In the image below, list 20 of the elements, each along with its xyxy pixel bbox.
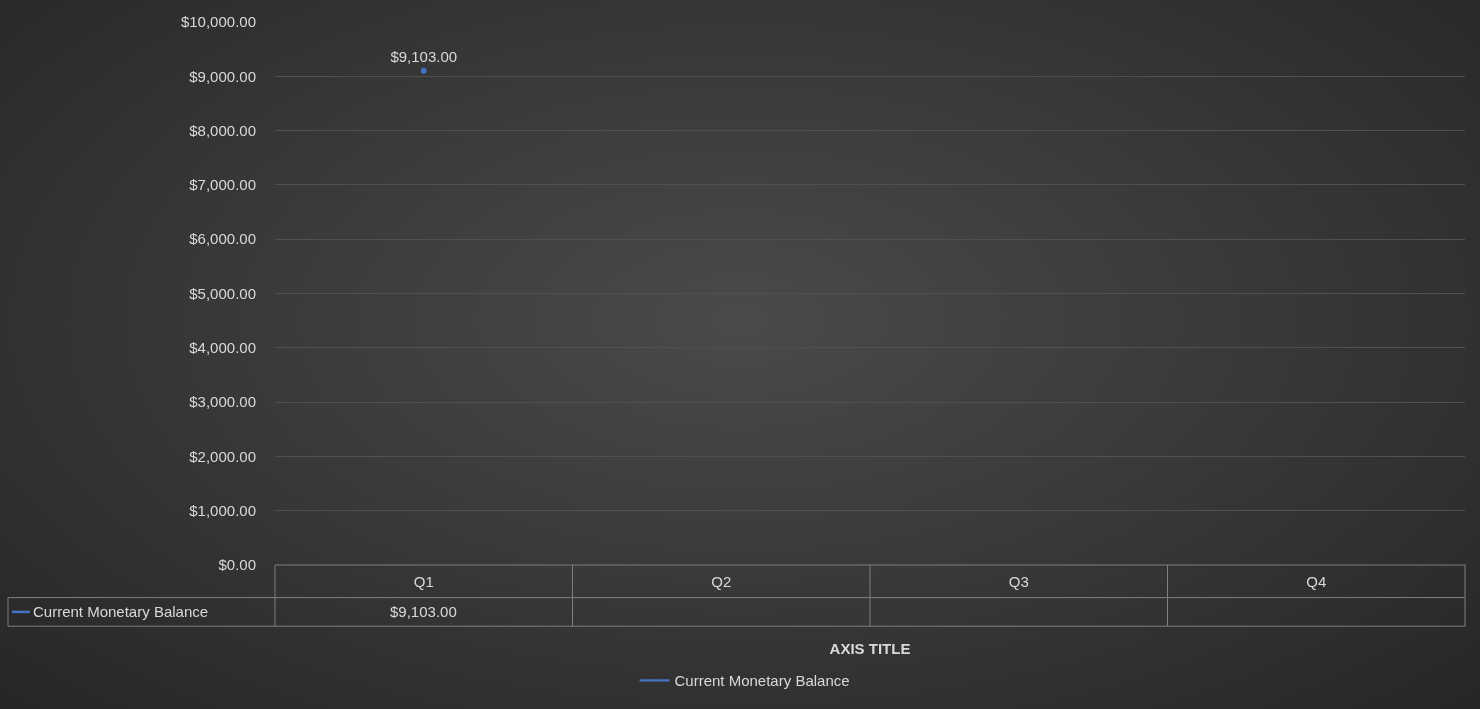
y-tick-label: $7,000.00 — [189, 176, 256, 194]
y-tick-label: $2,000.00 — [189, 447, 256, 465]
y-tick-label: $9,000.00 — [189, 67, 256, 85]
x-tick-label: Q2 — [711, 573, 732, 590]
y-tick-label: $0.00 — [218, 556, 256, 574]
y-tick-label: $1,000.00 — [189, 501, 256, 519]
x-axis-title: AXIS TITLE — [829, 640, 911, 657]
y-tick-label: $6,000.00 — [189, 230, 256, 248]
y-tick-label: $4,000.00 — [189, 339, 256, 357]
x-tick-label: Q4 — [1306, 573, 1327, 590]
y-tick-label: $5,000.00 — [189, 284, 256, 302]
y-tick-label: $8,000.00 — [189, 121, 256, 139]
x-tick-label: Q3 — [1008, 573, 1029, 590]
legend-label: Current Monetary Balance — [33, 603, 209, 620]
y-tick-label: $3,000.00 — [189, 393, 256, 411]
text: Current Monetary Balance — [674, 672, 850, 690]
data-label: $9,103.00 — [390, 48, 458, 66]
x-tick-label: Q1 — [413, 573, 434, 590]
y-tick-label: $10,000.00 — [180, 13, 256, 31]
text: $9,103.00 — [390, 603, 457, 620]
